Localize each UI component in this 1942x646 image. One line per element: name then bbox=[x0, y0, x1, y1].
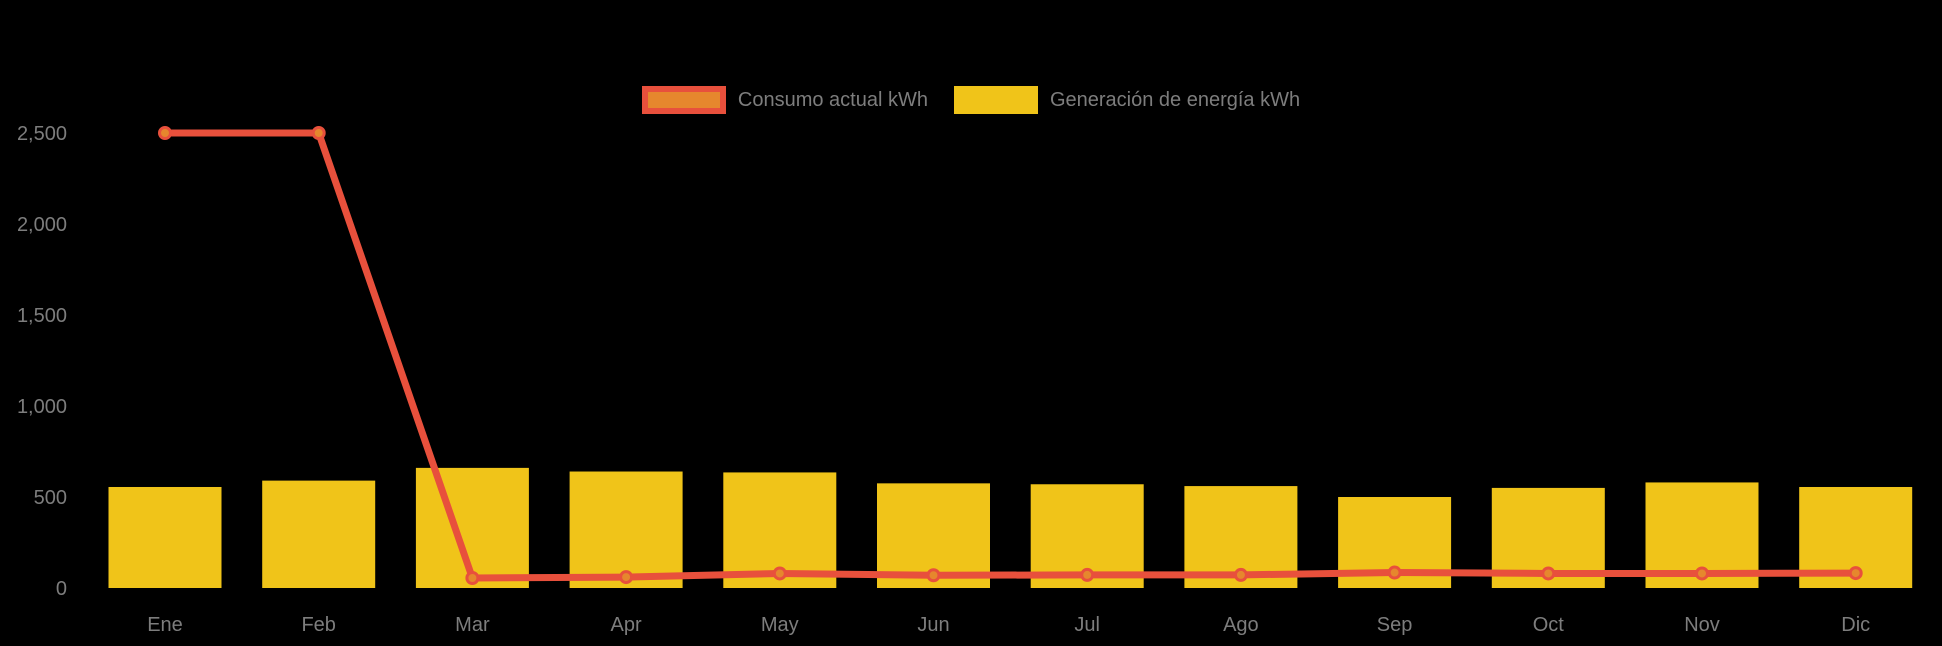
y-tick-label: 0 bbox=[56, 578, 67, 600]
x-tick-label-Apr: Apr bbox=[611, 614, 642, 636]
y-tick-label: 2,000 bbox=[17, 214, 67, 236]
point-Jul[interactable] bbox=[1080, 567, 1095, 582]
x-tick-label-Mar: Mar bbox=[455, 614, 490, 636]
x-tick-label-Jun: Jun bbox=[917, 614, 949, 636]
chart-legend: Consumo actual kWh Generación de energía… bbox=[0, 86, 1942, 114]
point-Ene[interactable] bbox=[158, 126, 172, 140]
y-tick-label: 1,500 bbox=[17, 305, 67, 327]
x-tick-label-Sep: Sep bbox=[1377, 614, 1413, 636]
x-tick-label-Ago: Ago bbox=[1223, 614, 1259, 636]
legend-item-generacion[interactable]: Generación de energía kWh bbox=[953, 86, 1301, 114]
point-Apr[interactable] bbox=[619, 570, 634, 585]
point-Feb[interactable] bbox=[311, 126, 326, 140]
point-Oct[interactable] bbox=[1541, 566, 1556, 581]
bar-Ene[interactable] bbox=[108, 486, 222, 588]
legend-item-consumo[interactable]: Consumo actual kWh bbox=[641, 86, 928, 114]
x-tick-label-May: May bbox=[761, 614, 799, 636]
x-tick-label-Oct: Oct bbox=[1533, 614, 1565, 636]
y-tick-label: 1,000 bbox=[17, 396, 67, 418]
generacion-bar-swatch bbox=[953, 86, 1038, 114]
bar-Apr[interactable] bbox=[569, 471, 683, 588]
point-Nov[interactable] bbox=[1695, 566, 1709, 581]
bar-Feb[interactable] bbox=[262, 480, 376, 588]
x-tick-label-Dic: Dic bbox=[1841, 614, 1870, 636]
consumo-line bbox=[161, 129, 1860, 582]
point-Sep[interactable] bbox=[1387, 565, 1402, 580]
consumo-line-swatch bbox=[641, 86, 726, 114]
y-tick-label: 500 bbox=[34, 487, 67, 509]
point-Jun[interactable] bbox=[926, 568, 941, 583]
generacion-legend-label: Generación de energía kWh bbox=[1049, 89, 1301, 111]
consumo-legend-label: Consumo actual kWh bbox=[737, 89, 928, 111]
y-tick-label: 2,500 bbox=[17, 123, 67, 145]
point-Ago[interactable] bbox=[1233, 567, 1248, 582]
x-tick-label-Feb: Feb bbox=[301, 614, 335, 636]
x-tick-label-Nov: Nov bbox=[1684, 614, 1720, 636]
point-May[interactable] bbox=[772, 566, 787, 581]
x-tick-label-Ene: Ene bbox=[147, 614, 183, 636]
point-Dic[interactable] bbox=[1848, 566, 1863, 581]
point-Mar[interactable] bbox=[465, 570, 480, 585]
x-tick-label-Jul: Jul bbox=[1074, 614, 1100, 636]
